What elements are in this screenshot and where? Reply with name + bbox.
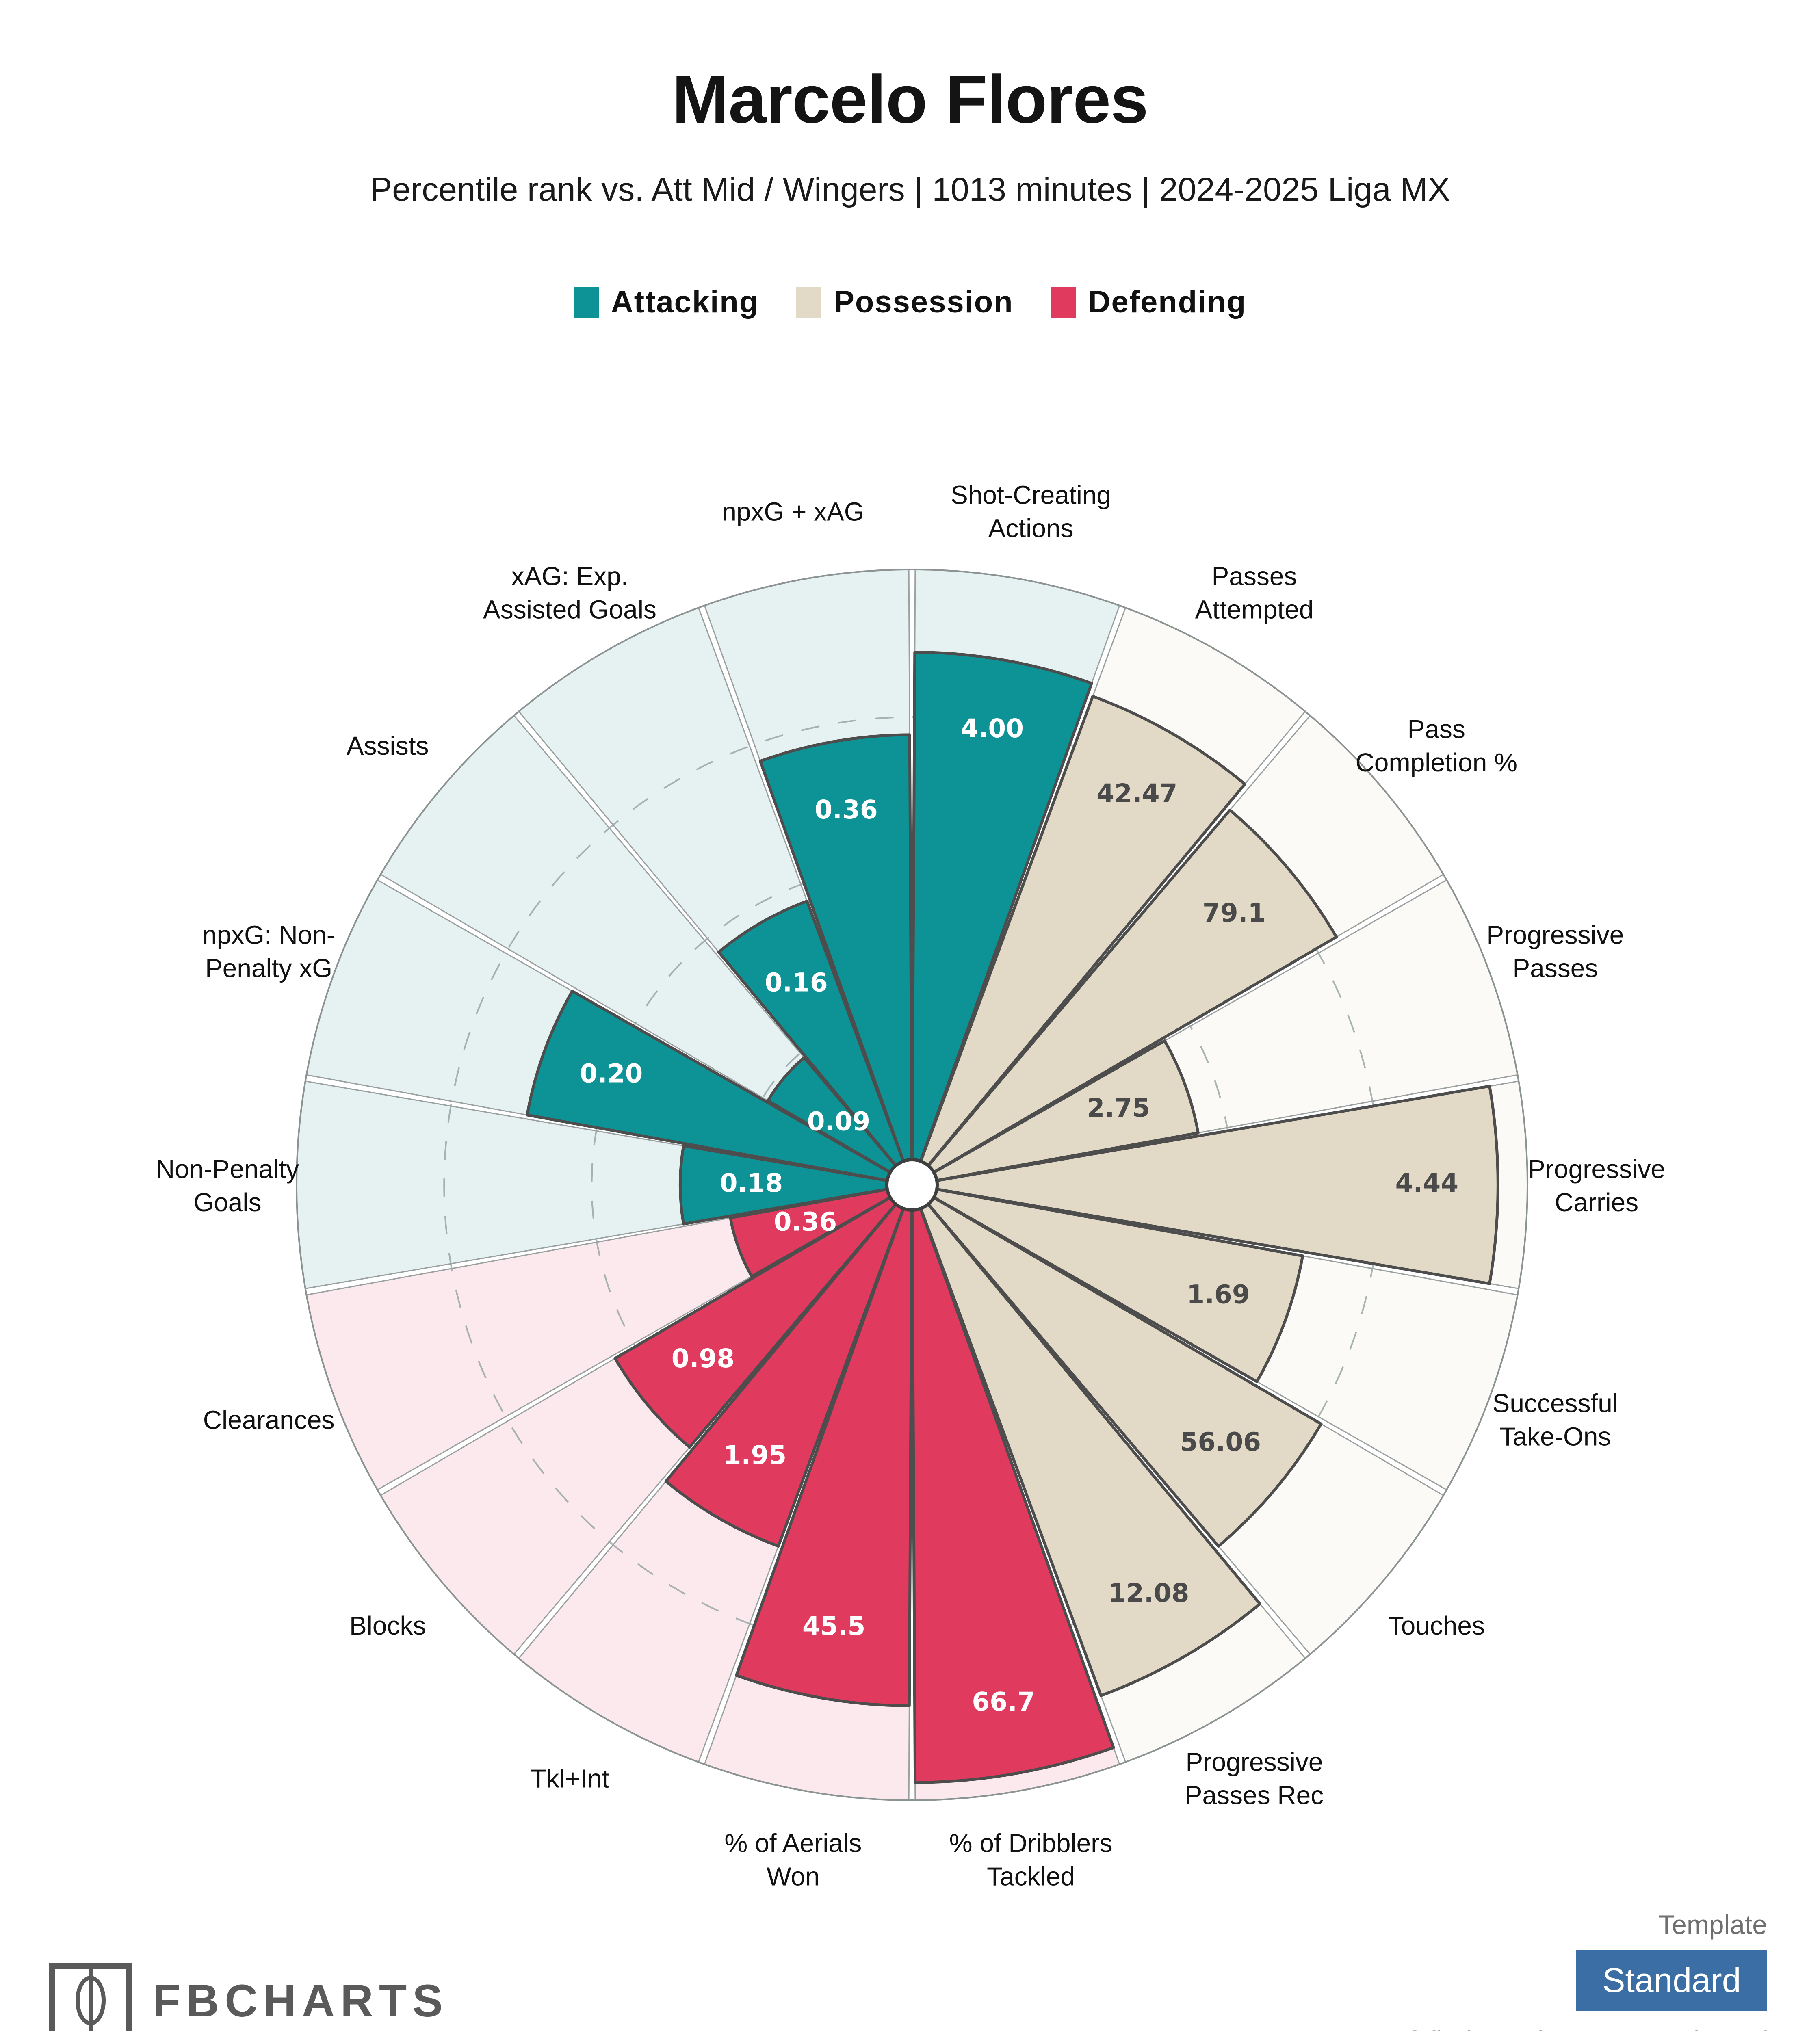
fbcharts-logo: FBCHARTS: [48, 1961, 448, 2031]
category-label: Progressive Passes: [1486, 920, 1624, 983]
chart-legend: Attacking Possession Defending: [0, 284, 1820, 320]
wedge-value-label: 0.36: [815, 795, 878, 825]
category-label: npxG + xAG: [722, 497, 864, 526]
wedge-value-label: 0.98: [672, 1344, 734, 1373]
template-label: Template: [1658, 1910, 1767, 1940]
category-label: Pass Completion %: [1356, 715, 1517, 777]
wedge-value-label: 0.36: [774, 1207, 837, 1237]
pitch-icon: [48, 1961, 133, 2031]
legend-item-defending: Defending: [1051, 284, 1247, 320]
wedge-value-label: 1.69: [1187, 1280, 1250, 1310]
wedge-value-label: 2.75: [1087, 1093, 1150, 1123]
legend-swatch-defending: [1051, 286, 1076, 318]
legend-swatch-possession: [796, 286, 822, 318]
legend-label-attacking: Attacking: [611, 285, 759, 319]
category-label: Progressive Passes Rec: [1185, 1747, 1324, 1810]
wedge-value-label: 0.18: [720, 1168, 783, 1198]
category-label: % of Dribblers Tackled: [949, 1828, 1113, 1891]
legend-item-possession: Possession: [796, 284, 1013, 320]
wedge-value-label: 12.08: [1108, 1578, 1189, 1608]
wedge-value-label: 4.00: [961, 714, 1024, 743]
wedge-value-label: 42.47: [1096, 779, 1177, 808]
wedge-value-label: 0.09: [807, 1107, 870, 1137]
category-label: xAG: Exp. Assisted Goals: [483, 562, 656, 624]
template-badge[interactable]: Standard: [1576, 1950, 1767, 2011]
category-label: % of Aerials Won: [724, 1828, 862, 1891]
category-label-layer: Shot-Creating Actions Passes Attempted Pass C…: [156, 481, 1665, 1891]
wedge-value-label: 4.44: [1395, 1168, 1458, 1198]
category-label: Touches: [1388, 1611, 1485, 1640]
category-label: Successful Take-Ons: [1493, 1388, 1618, 1451]
logo-wordmark: FBCHARTS: [153, 1975, 448, 2026]
credit-line: @fbcharts | Data: Opta/FBref: [1399, 2025, 1767, 2031]
page-subtitle: Percentile rank vs. Att Mid / Wingers | …: [370, 171, 1450, 208]
category-label: Assists: [347, 731, 429, 760]
category-label: Passes Attempted: [1195, 562, 1314, 624]
wedge-value-label: 56.06: [1180, 1427, 1261, 1457]
category-label: Shot-Creating Actions: [951, 481, 1111, 543]
wedge-value-label: 0.20: [580, 1059, 643, 1089]
value-label-layer: 4.00 42.47 79.1 2.75 4.44 1.69 56.06 12.08 66.7 4…: [580, 714, 1458, 1717]
legend-label-defending: Defending: [1088, 285, 1247, 319]
category-label: Progressive Carries: [1528, 1154, 1665, 1217]
category-label: Non-Penalty Goals: [156, 1154, 299, 1217]
legend-label-possession: Possession: [834, 285, 1014, 319]
chart-hub: [885, 1158, 939, 1212]
legend-item-attacking: Attacking: [573, 284, 759, 320]
legend-swatch-attacking: [573, 286, 599, 318]
wedge-value-label: 0.16: [765, 968, 828, 998]
page-title: Marcelo Flores: [672, 61, 1148, 137]
outer-ring: [296, 569, 1528, 1801]
wedge-value-label: 1.95: [724, 1440, 786, 1470]
wedge-value-label: 45.5: [802, 1611, 865, 1641]
category-label: npxG: Non-Penalty xG: [202, 920, 335, 983]
wedge-value-label: 66.7: [972, 1687, 1035, 1717]
wedge-value-label: 79.1: [1202, 898, 1265, 928]
category-label: Clearances: [203, 1405, 335, 1434]
category-label: Tkl+Int: [531, 1764, 609, 1793]
category-label: Blocks: [349, 1611, 426, 1640]
